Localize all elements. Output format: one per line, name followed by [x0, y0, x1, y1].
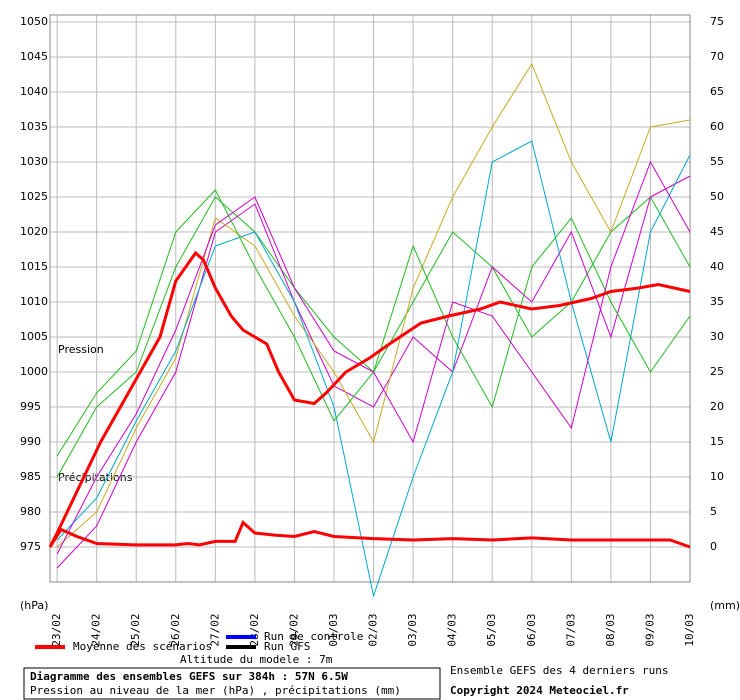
y-tick-label: 1000	[20, 365, 48, 378]
mean-line	[48, 250, 691, 548]
plot-frame	[49, 14, 691, 583]
x-tick-label: 03/03	[406, 613, 419, 646]
x-tick-label: 08/03	[604, 613, 617, 646]
y2-tick-label: 55	[710, 155, 724, 168]
y-tick-label: 1050	[20, 15, 48, 28]
annotation: Altitude du modele : 7m	[180, 653, 333, 666]
title-box	[23, 667, 441, 700]
y2-tick-label: 60	[710, 120, 724, 133]
member-line	[56, 62, 691, 548]
chart-title: Diagramme des ensembles GEFS sur 384h : …	[30, 670, 348, 683]
y-tick-label: 985	[20, 470, 41, 483]
member-line	[56, 140, 691, 598]
x-tick-label: 07/03	[564, 613, 577, 646]
x-tick-label: 10/03	[683, 613, 696, 646]
x-tick-label: 29/02	[287, 613, 300, 646]
y-tick-label: 1010	[20, 295, 48, 308]
y-tick-label: 1040	[20, 85, 48, 98]
x-tick-label: 02/03	[367, 613, 380, 646]
y-tick-label: 1020	[20, 225, 48, 238]
x-tick-label: 06/03	[525, 613, 538, 646]
y2-tick-label: 75	[710, 15, 724, 28]
legend-label: Run GFS	[264, 640, 310, 653]
y2-tick-label: 5	[710, 505, 717, 518]
x-tick-label: 09/03	[643, 613, 656, 646]
y-tick-label: 1035	[20, 120, 48, 133]
y2-tick-label: 50	[710, 190, 724, 203]
x-tick-label: 01/03	[327, 613, 340, 646]
legend-label: Run de controle	[264, 630, 363, 643]
y-tick-label: 980	[20, 505, 41, 518]
x-tick-label: 23/02	[50, 613, 63, 646]
y2-tick-label: 40	[710, 260, 724, 273]
y2-tick-label: 70	[710, 50, 724, 63]
y-tick-label: 975	[20, 540, 41, 553]
member-line	[56, 160, 691, 555]
legend-label: Moyenne des scénarios	[73, 640, 212, 653]
mean-line	[48, 519, 691, 549]
y2-tick-label: 30	[710, 330, 724, 343]
annotation: Copyright 2024 Meteociel.fr	[450, 684, 629, 697]
y-axis-label: (hPa)	[20, 599, 48, 612]
y2-axis-label: (mm)	[710, 599, 740, 612]
y-tick-label: 1005	[20, 330, 48, 343]
y2-tick-label: 45	[710, 225, 724, 238]
x-tick-label: 04/03	[446, 613, 459, 646]
y-tick-label: 1045	[20, 50, 48, 63]
member-line	[56, 175, 691, 569]
y2-tick-label: 10	[710, 470, 724, 483]
annotation: Pression	[58, 343, 104, 356]
y2-tick-label: 20	[710, 400, 724, 413]
x-tick-label: 25/02	[129, 613, 142, 646]
x-tick-label: 28/02	[248, 613, 261, 646]
y2-tick-label: 35	[710, 295, 724, 308]
y-tick-label: 990	[20, 435, 41, 448]
y-tick-label: 1015	[20, 260, 48, 273]
y-tick-label: 995	[20, 400, 41, 413]
y2-tick-label: 65	[710, 85, 724, 98]
x-tick-label: 24/02	[90, 613, 103, 646]
x-tick-label: 05/03	[485, 613, 498, 646]
x-tick-label: 26/02	[169, 613, 182, 646]
chart-subtitle: Pression au niveau de la mer (hPa) , pré…	[30, 684, 401, 697]
y2-tick-label: 25	[710, 365, 724, 378]
y2-tick-label: 15	[710, 435, 724, 448]
x-tick-label: 27/02	[208, 613, 221, 646]
y-tick-label: 1025	[20, 190, 48, 203]
annotation: Ensemble GEFS des 4 derniers runs	[450, 664, 669, 677]
y-tick-label: 1030	[20, 155, 48, 168]
y2-tick-label: 0	[710, 540, 717, 553]
